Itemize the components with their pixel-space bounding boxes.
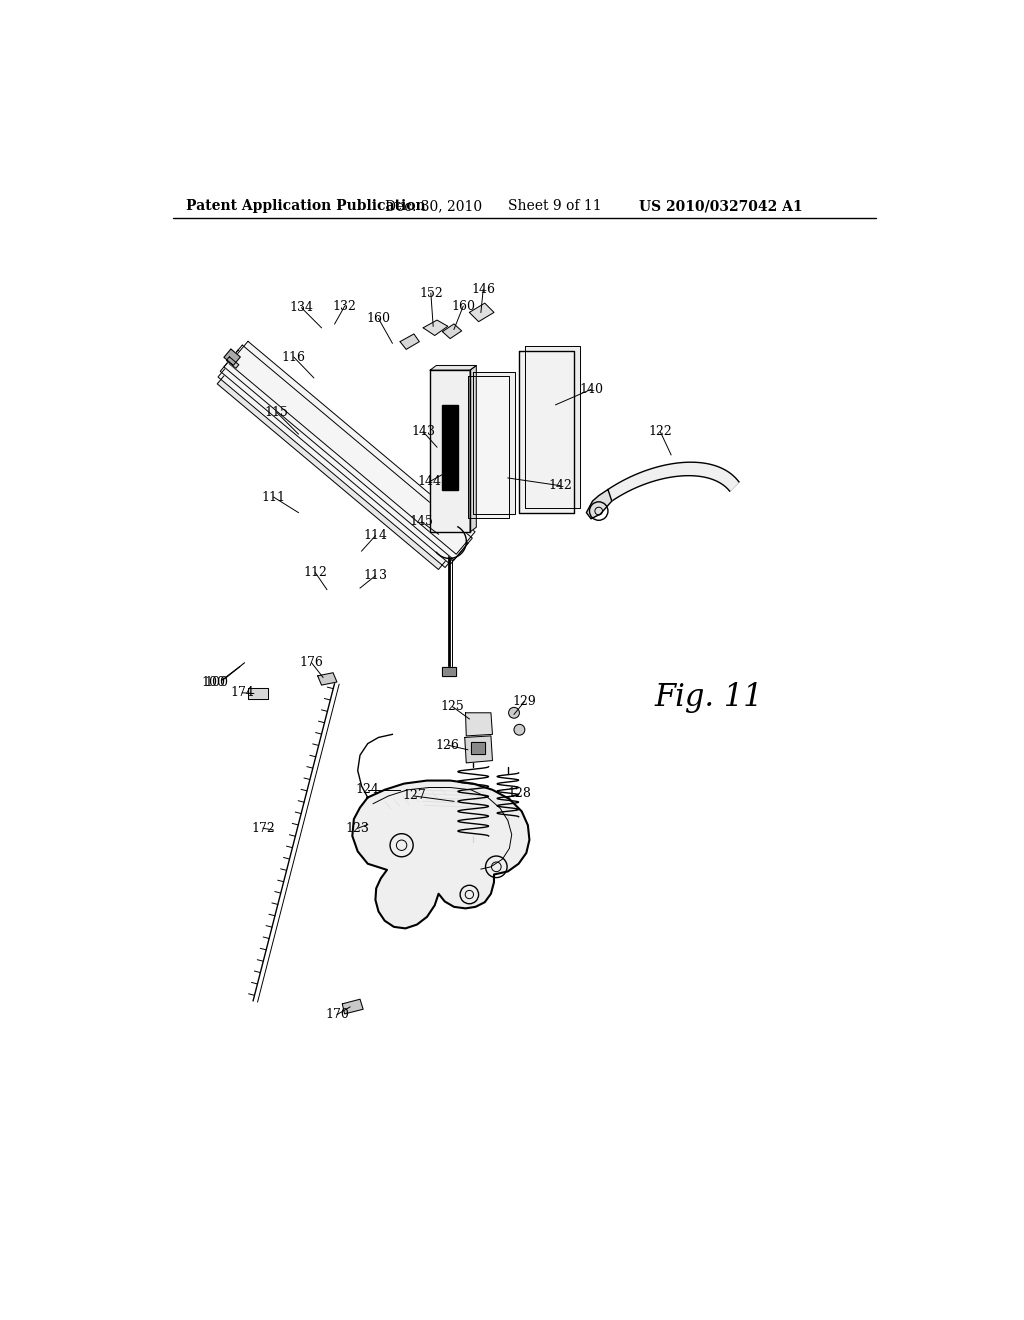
Text: 146: 146 xyxy=(471,282,496,296)
Polygon shape xyxy=(470,366,476,532)
Text: 160: 160 xyxy=(452,300,475,313)
Text: 115: 115 xyxy=(265,407,289,418)
Polygon shape xyxy=(587,490,611,519)
Text: 152: 152 xyxy=(419,286,442,300)
Text: 134: 134 xyxy=(290,301,313,314)
Polygon shape xyxy=(608,462,739,502)
Polygon shape xyxy=(248,688,267,700)
Polygon shape xyxy=(352,780,529,928)
Text: 124: 124 xyxy=(355,783,380,796)
Text: 113: 113 xyxy=(364,569,387,582)
Polygon shape xyxy=(468,376,509,517)
Text: 144: 144 xyxy=(418,475,441,488)
Bar xyxy=(471,742,484,755)
Text: 125: 125 xyxy=(440,700,464,713)
Polygon shape xyxy=(229,342,475,554)
Text: 112: 112 xyxy=(303,566,328,579)
Polygon shape xyxy=(218,356,463,568)
Polygon shape xyxy=(217,364,456,569)
Text: 143: 143 xyxy=(412,425,435,438)
Polygon shape xyxy=(342,999,364,1014)
Polygon shape xyxy=(430,366,476,370)
Text: 114: 114 xyxy=(364,529,387,543)
Polygon shape xyxy=(400,334,419,350)
Text: 170: 170 xyxy=(325,1008,349,1022)
Polygon shape xyxy=(423,321,447,335)
Polygon shape xyxy=(442,323,462,339)
Polygon shape xyxy=(430,370,470,532)
Text: 160: 160 xyxy=(367,312,390,325)
Text: 100: 100 xyxy=(205,676,228,689)
Bar xyxy=(442,405,458,490)
Text: 174: 174 xyxy=(230,686,254,700)
Text: Dec. 30, 2010: Dec. 30, 2010 xyxy=(385,199,481,213)
Polygon shape xyxy=(473,372,515,515)
Text: 129: 129 xyxy=(513,694,537,708)
Text: 132: 132 xyxy=(333,300,356,313)
Text: 116: 116 xyxy=(282,351,306,363)
Text: 145: 145 xyxy=(410,515,433,528)
Text: 122: 122 xyxy=(648,425,672,438)
Circle shape xyxy=(509,708,519,718)
Text: Sheet 9 of 11: Sheet 9 of 11 xyxy=(508,199,601,213)
Polygon shape xyxy=(465,737,493,763)
Text: 140: 140 xyxy=(579,383,603,396)
Text: 128: 128 xyxy=(508,787,531,800)
Polygon shape xyxy=(466,713,493,737)
Polygon shape xyxy=(317,673,337,685)
Text: 172: 172 xyxy=(251,822,274,834)
Bar xyxy=(442,667,457,676)
Polygon shape xyxy=(469,304,494,322)
Text: 100: 100 xyxy=(202,676,225,689)
Text: 127: 127 xyxy=(402,789,426,803)
Polygon shape xyxy=(518,351,574,512)
Text: 176: 176 xyxy=(300,656,324,669)
Circle shape xyxy=(514,725,525,735)
Text: 126: 126 xyxy=(436,739,460,751)
Polygon shape xyxy=(224,348,241,366)
Bar xyxy=(471,742,484,755)
Text: 142: 142 xyxy=(548,479,572,492)
Text: Patent Application Publication: Patent Application Publication xyxy=(186,199,426,213)
Bar xyxy=(442,667,457,676)
Text: 123: 123 xyxy=(346,822,370,834)
Polygon shape xyxy=(224,345,472,560)
Text: Fig. 11: Fig. 11 xyxy=(654,682,763,713)
Text: US 2010/0327042 A1: US 2010/0327042 A1 xyxy=(639,199,803,213)
Text: 111: 111 xyxy=(262,491,286,504)
Polygon shape xyxy=(226,356,239,368)
Polygon shape xyxy=(524,346,581,508)
Polygon shape xyxy=(220,350,468,565)
